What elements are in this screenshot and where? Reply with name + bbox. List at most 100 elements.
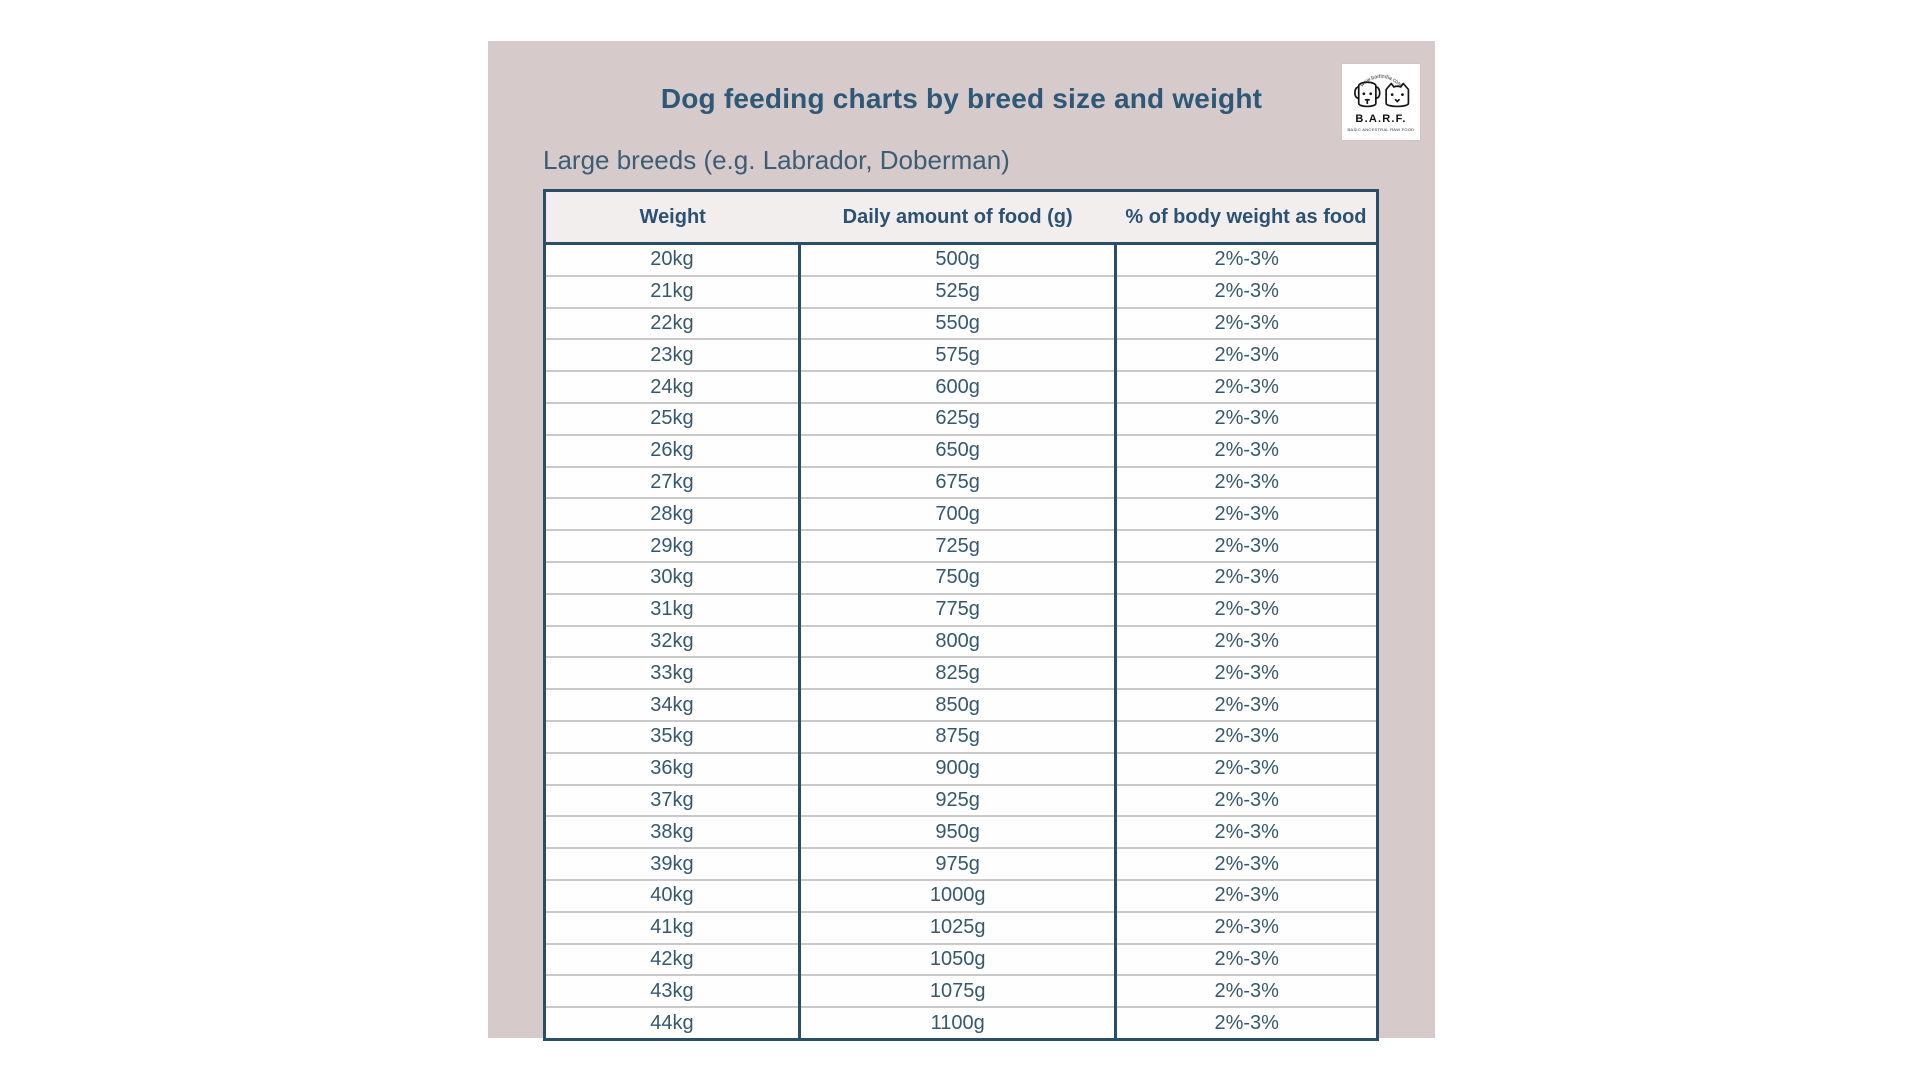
table-row: 35kg 875g 2%-3% bbox=[544, 719, 1378, 753]
table-cell: 44kg bbox=[544, 1006, 800, 1040]
table-cell: 725g bbox=[797, 529, 1118, 562]
table-cell: 2%-3% bbox=[1115, 306, 1378, 340]
table-cell: 31kg bbox=[544, 592, 800, 626]
table-cell: 2%-3% bbox=[1115, 497, 1378, 531]
table-cell: 25kg bbox=[544, 401, 800, 435]
dog-cat-icon: www.barfindia.com bbox=[1354, 74, 1410, 108]
table-cell: 2%-3% bbox=[1115, 1006, 1378, 1040]
subtitle: Large breeds (e.g. Labrador, Doberman) bbox=[543, 145, 1010, 175]
table-row: 38kg 950g 2%-3% bbox=[544, 815, 1378, 849]
page-title: Dog feeding charts by breed size and wei… bbox=[660, 83, 1263, 114]
table-cell: 925g bbox=[797, 783, 1118, 817]
table-cell: 2%-3% bbox=[1115, 751, 1378, 785]
table-row: 32kg 800g 2%-3% bbox=[544, 624, 1378, 658]
table-row: 42kg 1050g 2%-3% bbox=[544, 942, 1378, 976]
table-cell: 2%-3% bbox=[1115, 529, 1378, 562]
table-cell: 32kg bbox=[544, 624, 800, 658]
table-cell: 1100g bbox=[797, 1006, 1118, 1040]
table-cell: 21kg bbox=[544, 274, 800, 308]
table-cell: 28kg bbox=[544, 497, 800, 531]
table-cell: 750g bbox=[797, 560, 1118, 594]
table-row: 27kg 675g 2%-3% bbox=[544, 465, 1378, 499]
table-cell: 24kg bbox=[544, 370, 800, 403]
barf-logo: www.barfindia.com B.A.R.F. BASIC AN bbox=[1342, 64, 1420, 140]
feeding-table: Weight Daily amount of food (g)% of body … bbox=[543, 189, 1379, 1041]
table-cell: 2%-3% bbox=[1115, 370, 1378, 403]
table-row: 20kg 500g 2%-3% bbox=[544, 243, 1378, 276]
table-cell: 2%-3% bbox=[1115, 815, 1378, 849]
table-row: 23kg 575g 2%-3% bbox=[544, 338, 1378, 372]
table-cell: 2%-3% bbox=[1115, 688, 1378, 721]
table-cell: 2%-3% bbox=[1115, 783, 1378, 817]
table-cell: 34kg bbox=[544, 688, 800, 721]
table-cell: 2%-3% bbox=[1115, 243, 1378, 276]
table-row: 33kg 825g 2%-3% bbox=[544, 656, 1378, 690]
table-row: 37kg 925g 2%-3% bbox=[544, 783, 1378, 817]
table-header: Weight Daily amount of food (g)% of body … bbox=[544, 190, 1378, 245]
table-row: 40kg 1000g 2%-3% bbox=[544, 878, 1378, 912]
table-cell: 600g bbox=[797, 370, 1118, 403]
table-body: 20kg 500g 2%-3% 21kg 525g 2%-3% 22kg 550g 2%-3% 2… bbox=[544, 243, 1378, 1040]
column-header: Daily amount of food (g) bbox=[799, 190, 1116, 245]
table-cell: 23kg bbox=[544, 338, 800, 372]
table-cell: 27kg bbox=[544, 465, 800, 499]
table-cell: 2%-3% bbox=[1115, 592, 1378, 626]
table-cell: 1050g bbox=[797, 942, 1118, 976]
table-cell: 2%-3% bbox=[1115, 401, 1378, 435]
table-cell: 700g bbox=[797, 497, 1118, 531]
table-cell: 650g bbox=[797, 433, 1118, 467]
table-cell: 800g bbox=[797, 624, 1118, 658]
table-cell: 39kg bbox=[544, 847, 800, 880]
column-header: % of body weight as food bbox=[1115, 190, 1378, 245]
table-row: 21kg 525g 2%-3% bbox=[544, 274, 1378, 308]
table-row: 24kg 600g 2%-3% bbox=[544, 370, 1378, 403]
table-cell: 2%-3% bbox=[1115, 560, 1378, 594]
table-row: 26kg 650g 2%-3% bbox=[544, 433, 1378, 467]
logo-tagline: BASIC ANCESTRAL RAW FOOD bbox=[1347, 126, 1415, 132]
table-cell: 875g bbox=[797, 719, 1118, 753]
table-row: 25kg 625g 2%-3% bbox=[544, 401, 1378, 435]
table-cell: 2%-3% bbox=[1115, 847, 1378, 880]
table-cell: 29kg bbox=[544, 529, 800, 562]
table-cell: 2%-3% bbox=[1115, 974, 1378, 1008]
table-cell: 950g bbox=[797, 815, 1118, 849]
table-cell: 40kg bbox=[544, 878, 800, 912]
table-cell: 675g bbox=[797, 465, 1118, 499]
table-cell: 500g bbox=[797, 243, 1118, 276]
table-row: 39kg 975g 2%-3% bbox=[544, 847, 1378, 880]
header-row: Weight Daily amount of food (g)% of body … bbox=[544, 190, 1378, 245]
table-cell: 43kg bbox=[544, 974, 800, 1008]
table-cell: 2%-3% bbox=[1115, 465, 1378, 499]
table-cell: 36kg bbox=[544, 751, 800, 785]
table-cell: 625g bbox=[797, 401, 1118, 435]
table-cell: 550g bbox=[797, 306, 1118, 340]
table-cell: 41kg bbox=[544, 910, 800, 944]
table-row: 30kg 750g 2%-3% bbox=[544, 560, 1378, 594]
table-cell: 575g bbox=[797, 338, 1118, 372]
table-cell: 38kg bbox=[544, 815, 800, 849]
table-row: 22kg 550g 2%-3% bbox=[544, 306, 1378, 340]
table-cell: 900g bbox=[797, 751, 1118, 785]
table-row: 41kg 1025g 2%-3% bbox=[544, 910, 1378, 944]
table-row: 31kg 775g 2%-3% bbox=[544, 592, 1378, 626]
table-row: 34kg 850g 2%-3% bbox=[544, 688, 1378, 721]
table-cell: 1075g bbox=[797, 974, 1118, 1008]
column-header: Weight bbox=[544, 190, 800, 245]
table-cell: 1025g bbox=[797, 910, 1118, 944]
table-cell: 37kg bbox=[544, 783, 800, 817]
table-cell: 2%-3% bbox=[1115, 656, 1378, 690]
table-cell: 2%-3% bbox=[1115, 338, 1378, 372]
table-cell: 825g bbox=[797, 656, 1118, 690]
content-panel: Dog feeding charts by breed size and wei… bbox=[488, 41, 1435, 1041]
table-cell: 1000g bbox=[797, 878, 1118, 912]
table-cell: 30kg bbox=[544, 560, 800, 594]
table-cell: 775g bbox=[797, 592, 1118, 626]
table-row: 44kg 1100g 2%-3% bbox=[544, 1006, 1378, 1040]
table-cell: 2%-3% bbox=[1115, 719, 1378, 753]
table-cell: 850g bbox=[797, 688, 1118, 721]
logo-name: B.A.R.F. bbox=[1355, 113, 1407, 125]
table-cell: 2%-3% bbox=[1115, 624, 1378, 658]
table-cell: 20kg bbox=[544, 243, 800, 276]
table-cell: 2%-3% bbox=[1115, 942, 1378, 976]
table-cell: 975g bbox=[797, 847, 1118, 880]
